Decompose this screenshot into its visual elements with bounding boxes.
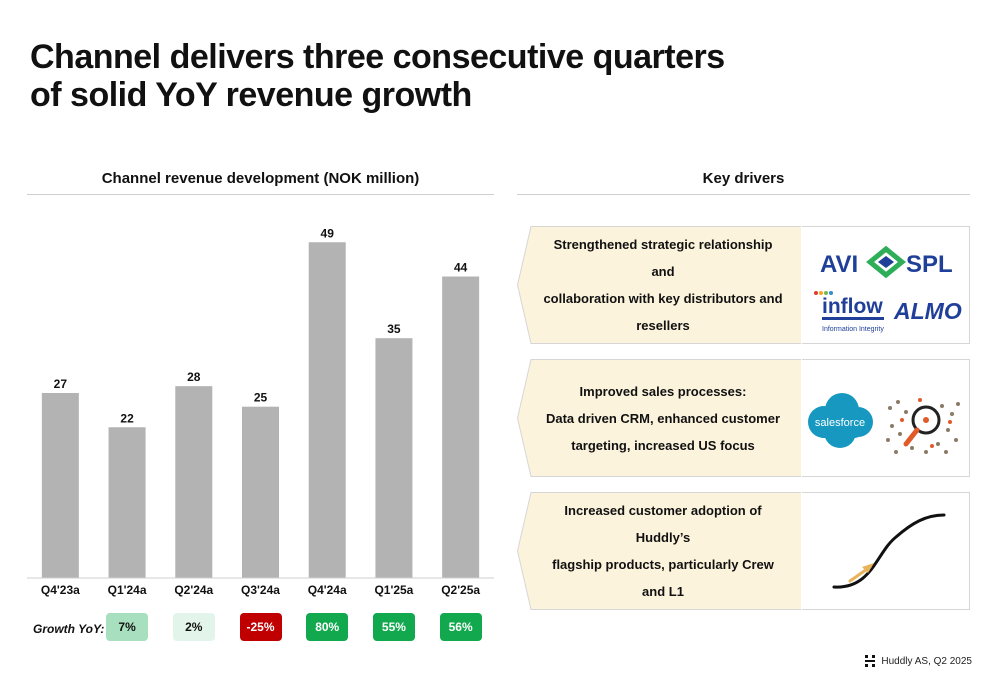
driver-line: Increased customer adoption of Huddly’s: [564, 503, 762, 545]
bar-Q1'24a: [108, 427, 146, 578]
page-title: Channel delivers three consecutive quart…: [30, 38, 725, 114]
page-title-line-1: Channel delivers three consecutive quart…: [30, 38, 725, 76]
driver-text: Improved sales processes: Data driven CR…: [520, 378, 798, 459]
bar-value-label: 44: [454, 261, 468, 275]
growth-badge: 7%: [106, 613, 149, 641]
bar-Q4'24a: [308, 242, 346, 578]
driver-text-box: Increased customer adoption of Huddly’s …: [517, 492, 801, 610]
driver-line: targeting, increased US focus: [571, 437, 755, 453]
adoption-graphic: [802, 492, 970, 610]
footer-text: Huddly AS, Q2 2025: [881, 655, 972, 667]
bar-Q4'23a: [41, 393, 79, 578]
growth-badge: -25%: [239, 613, 282, 641]
avi-spl-diamond-icon: [866, 245, 906, 279]
inflow-underline: [822, 317, 884, 320]
growth-badge: 56%: [439, 613, 482, 641]
bar-Q3'24a: [242, 406, 279, 578]
driver-text-box: Improved sales processes: Data driven CR…: [517, 359, 801, 477]
growth-badge: 2%: [172, 613, 215, 641]
driver-text: Strengthened strategic relationship and …: [517, 231, 801, 339]
inflow-logo: inflow: [822, 295, 883, 318]
bar-value-label: 28: [187, 370, 201, 384]
driver-line: Strengthened strategic relationship and: [553, 237, 773, 279]
huddly-logo-icon: [865, 655, 876, 667]
category-label: Q2'25a: [441, 583, 480, 597]
crm-logos-graphic: salesforce: [808, 393, 960, 454]
driver-line: flagship products, particularly Crew and…: [552, 557, 774, 599]
driver-card-product-adoption: Increased customer adoption of Huddly’s …: [517, 492, 970, 610]
category-label: Q2'24a: [174, 583, 213, 597]
driver-text: Increased customer adoption of Huddly’s …: [517, 497, 801, 605]
driver-text-box: Strengthened strategic relationship and …: [517, 226, 801, 344]
chart-header: Channel revenue development (NOK million…: [27, 170, 494, 195]
crm-logos: salesforce: [802, 359, 970, 477]
bar-Q2'25a: [442, 276, 480, 578]
s-curve-growth-icon: [832, 513, 946, 589]
footer: Huddly AS, Q2 2025: [865, 655, 972, 667]
driver-line: collaboration with key distributors and: [543, 291, 783, 306]
driver-line: resellers: [636, 318, 690, 333]
category-label: Q3'24a: [241, 583, 280, 597]
bar-value-label: 35: [387, 322, 401, 336]
spl-logo: SPL: [906, 251, 953, 278]
growth-badge: 80%: [306, 613, 349, 641]
partner-logos: AVI SPL inflow Information Integrity ALM…: [802, 226, 970, 344]
category-label: Q4'24a: [308, 583, 347, 597]
almo-logo: ALMO: [893, 298, 962, 324]
category-label: Q1'24a: [108, 583, 147, 597]
growth-badge: 55%: [372, 613, 415, 641]
bar-value-label: 22: [120, 411, 134, 425]
bar-value-label: 27: [54, 377, 68, 391]
inflow-subtitle: Information Integrity: [822, 326, 884, 333]
bar-Q2'24a: [175, 386, 213, 578]
driver-line: Data driven CRM, enhanced customer: [545, 410, 781, 426]
bar-value-label: 25: [254, 391, 268, 405]
driver-card-distributors: Strengthened strategic relationship and …: [517, 226, 970, 344]
growth-label: Growth YoY:: [33, 622, 105, 636]
category-label: Q1'25a: [374, 583, 413, 597]
salesforce-logo: salesforce: [815, 417, 865, 429]
bar-value-label: 49: [321, 226, 335, 240]
bar-Q1'25a: [375, 338, 413, 578]
page-title-line-2: of solid YoY revenue growth: [30, 76, 472, 114]
category-label: Q4'23a: [41, 583, 80, 597]
avi-logo: AVI: [820, 251, 858, 278]
driver-card-sales-processes: Improved sales processes: Data driven CR…: [517, 359, 970, 477]
drivers-header: Key drivers: [517, 170, 970, 195]
partner-logos-graphic: AVI SPL inflow Information Integrity ALM…: [814, 245, 962, 333]
salesforce-cloud-icon: [808, 393, 873, 448]
inflow-dots-icon: [814, 291, 833, 295]
driver-line: Improved sales processes:: [579, 383, 747, 399]
revenue-bar-chart: 27 Q4'23a 22 Q1'24a 28 Q2'24a 25 Q3'24a 49 Q4'24a…: [27, 226, 494, 597]
magnifier-crowd-icon: [886, 398, 960, 454]
